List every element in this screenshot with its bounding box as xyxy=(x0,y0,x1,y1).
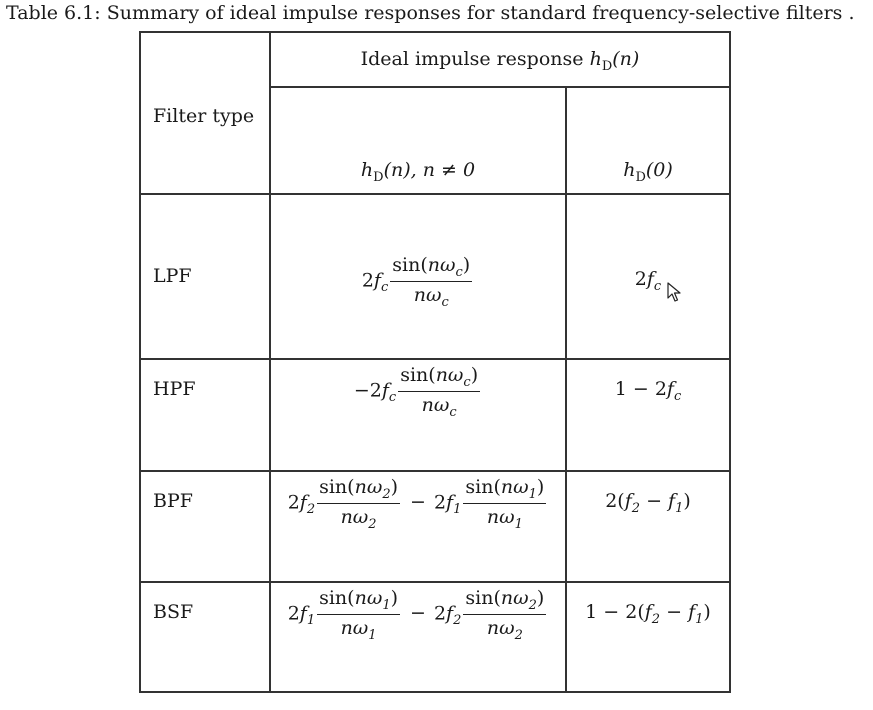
row-divider-1 xyxy=(139,358,731,360)
header-filter-type: Filter type xyxy=(153,105,255,127)
row-divider-2 xyxy=(139,470,731,472)
row-bsf-filter: BSF xyxy=(153,601,194,623)
table-border-left xyxy=(139,31,141,693)
table-border-right xyxy=(729,31,731,693)
row-hpf-hd-n: −2fc sin(nωc) nωc xyxy=(353,363,481,420)
row-lpf-hd-n: 2fc sin(nωc) nωc xyxy=(361,253,473,310)
mouse-cursor-icon xyxy=(667,282,681,302)
table-caption: Table 6.1: Summary of ideal impulse resp… xyxy=(6,2,855,24)
table-border-top-left xyxy=(139,31,270,33)
header-hd-n-nonzero: hD(n), n ≠ 0 xyxy=(360,159,476,185)
header-hd-zero: hD(0) xyxy=(623,159,673,185)
row-hpf-filter: HPF xyxy=(153,378,196,400)
row-bpf-hd-0: 2(f2 − f1) xyxy=(605,490,691,516)
col-divider-1 xyxy=(269,31,271,693)
row-bpf-filter: BPF xyxy=(153,490,193,512)
table-border-top xyxy=(270,31,731,33)
row-divider-3 xyxy=(139,581,731,583)
table-border-bottom xyxy=(139,691,731,693)
row-bsf-hd-n: 2f1 sin(nω1) nω1−2f2 sin(nω2) nω2 xyxy=(287,586,547,643)
col-divider-2 xyxy=(565,86,567,693)
impulse-response-table: Filter type Ideal impulse response hD(n)… xyxy=(139,31,731,693)
row-hpf-hd-0: 1 − 2fc xyxy=(614,378,682,404)
row-lpf-hd-0: 2fc xyxy=(634,268,662,294)
header-ideal-impulse-response: Ideal impulse response hD(n) xyxy=(360,47,640,74)
row-lpf-filter: LPF xyxy=(153,265,192,287)
row-bpf-hd-n: 2f2 sin(nω2) nω2−2f1 sin(nω1) nω1 xyxy=(287,475,547,532)
group-header-divider xyxy=(270,86,731,88)
row-bsf-hd-0: 1 − 2(f2 − f1) xyxy=(585,601,711,627)
header-bottom-divider xyxy=(139,193,731,195)
